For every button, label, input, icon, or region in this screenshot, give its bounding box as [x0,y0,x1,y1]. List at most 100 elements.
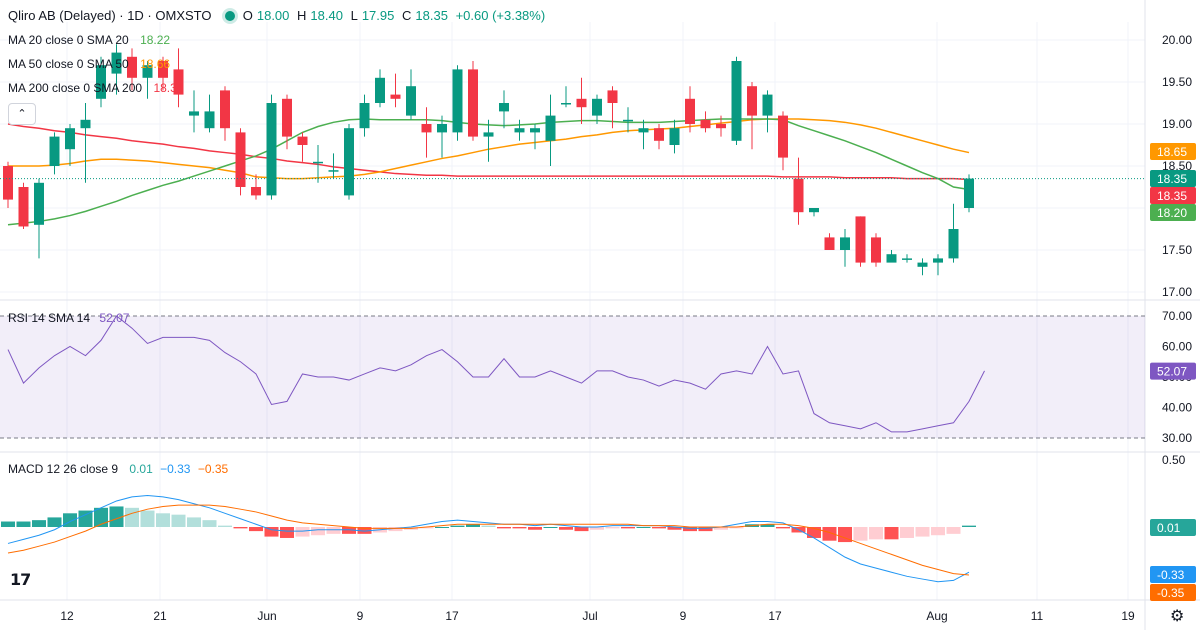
macd-legend[interactable]: MACD 12 26 close 9 0.01 −0.33 −0.35 [8,462,228,476]
macd-histogram-bar [481,525,496,527]
x-tick-label: 9 [680,609,687,623]
candle-body [793,178,804,213]
x-tick-label: 9 [357,609,364,623]
price-badge-label: 18.35 [1157,172,1187,186]
candle-body [576,98,587,108]
macd-histogram-bar [450,525,465,527]
macd-histogram-bar [249,527,263,532]
macd-histogram-bar [807,527,821,538]
macd-histogram-bar [636,527,651,528]
candle-body [313,161,323,164]
candle-body [809,208,819,213]
macd-line-badge [1150,566,1196,583]
macd-histogram-bar [125,507,139,527]
macd-histogram-bar [652,527,666,529]
close-value: 18.35 [415,8,448,23]
macd-histogram-bar [714,527,728,530]
macd-histogram-bar [78,510,93,527]
x-tick-label: Aug [926,609,947,623]
price-tick-label: 17.50 [1162,243,1192,257]
price-badge [1150,187,1196,204]
rsi-legend-label: RSI 14 SMA 14 [8,311,91,325]
macd-histogram-bar [295,527,310,537]
candle-body [142,65,153,78]
high-label: H [297,8,307,23]
x-tick-label: 17 [445,609,459,623]
candle-body [654,128,664,141]
candle-body [855,216,866,263]
macd-histogram-bar [497,527,511,529]
price-tick-label: 20.00 [1162,33,1192,47]
rsi-tick-label: 70.00 [1162,309,1192,323]
candle-body [18,187,29,227]
candle-body [669,128,680,145]
candle-body [917,262,928,267]
rsi-legend[interactable]: RSI 14 SMA 14 52.07 [8,311,129,325]
high-value: 18.40 [310,8,343,23]
symbol-title[interactable]: Qliro AB (Delayed) · 1D · OMXSTO [8,8,212,23]
candle-body [251,187,261,196]
macd-histogram-bar [311,527,325,536]
candle-body [3,166,13,200]
macd-histogram-bar [915,527,930,537]
candle-body [390,94,401,99]
macd-histogram-bar [605,527,620,529]
candle-body [561,103,571,105]
candle-body [902,258,912,260]
macd-histogram-bar [667,527,682,530]
collapse-legend-button[interactable]: ⌃ [8,103,36,125]
candle-body [437,124,447,133]
candle-body [592,98,602,116]
candle-body [375,77,385,103]
market-status-dot-icon [225,11,236,21]
candle-body [762,94,773,116]
x-tick-label: Jul [582,609,597,623]
x-tick-label: 17 [768,609,782,623]
chevron-up-icon: ⌃ [17,108,27,120]
gear-icon[interactable]: ⚙ [1170,608,1185,625]
tradingview-logo[interactable]: 17 [10,570,31,589]
price-tick-label: 18.50 [1162,159,1192,173]
candle-body [964,178,974,208]
ma20-legend-value: 18.22 [140,33,171,47]
ma200-legend-value: 18.34 [153,81,184,95]
rsi-tick-label: 60.00 [1162,340,1192,354]
price-badge [1150,170,1196,187]
macd-line [7,494,970,583]
macd-histogram-bar [729,527,744,529]
candle-body [235,132,246,187]
candle-body [700,119,711,129]
price-badge-label: 18.20 [1157,206,1187,220]
macd-histogram-bar [466,524,480,527]
ma50-legend[interactable]: MA 50 close 0 SMA 50 18.66 [8,57,170,71]
macd-line-badge-label: -0.33 [1157,568,1185,582]
candle-body [328,170,339,172]
rsi-tick-label: 40.00 [1162,401,1192,415]
macd-tick-label: 0.50 [1162,453,1186,467]
rsi-legend-value: 52.07 [99,311,130,325]
macd-histogram-bar [357,527,372,534]
macd-histogram-bar [838,527,852,543]
macd-histogram-bar [32,520,46,527]
x-tick-label: 21 [153,609,167,623]
ma20-legend[interactable]: MA 20 close 0 SMA 20 18.22 [8,33,170,47]
macd-line-value: −0.33 [160,462,191,476]
open-value: 18.00 [256,8,290,23]
price-badge [1150,204,1196,221]
macd-histogram-bar [683,527,697,532]
ma200-line [7,123,970,181]
ma200-legend[interactable]: MA 200 close 0 SMA 200 18.34 [8,81,183,95]
macd-histogram-bar [171,514,186,527]
candle-body [623,119,633,122]
x-tick-label: 11 [1031,609,1044,623]
candle-body [406,86,416,116]
macd-histogram-bar [233,527,248,529]
candle-body [34,182,44,225]
candle-body [933,258,943,263]
candle-body [127,56,137,78]
macd-histogram-bar [342,527,356,534]
ma200-legend-label: MA 200 close 0 SMA 200 [8,81,143,95]
macd-histogram-bar [280,527,294,538]
macd-signal-value: −0.35 [197,462,229,476]
